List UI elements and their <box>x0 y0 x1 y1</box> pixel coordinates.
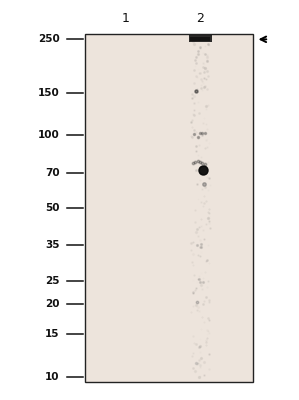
Text: 15: 15 <box>45 329 60 339</box>
Text: 2: 2 <box>196 12 204 24</box>
Text: 20: 20 <box>45 299 60 309</box>
Text: 1: 1 <box>122 12 129 24</box>
Bar <box>190 37 210 41</box>
Bar <box>189 35 212 42</box>
Text: 70: 70 <box>45 168 60 178</box>
Bar <box>85 34 253 382</box>
Text: 50: 50 <box>45 203 60 213</box>
Text: 150: 150 <box>38 88 60 98</box>
Text: 25: 25 <box>45 276 60 286</box>
Text: 35: 35 <box>45 240 60 250</box>
Text: 250: 250 <box>38 34 60 44</box>
Text: 100: 100 <box>38 130 60 140</box>
Text: 10: 10 <box>45 372 60 382</box>
